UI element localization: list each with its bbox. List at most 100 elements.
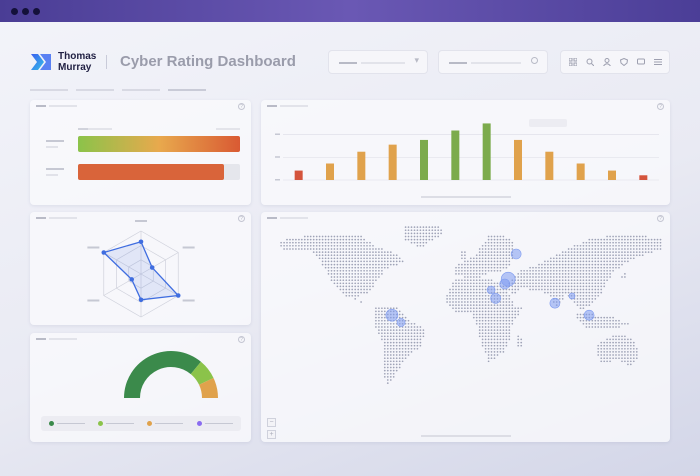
map-dot — [333, 248, 336, 250]
map-dot — [659, 248, 662, 250]
search-input[interactable] — [438, 50, 548, 74]
zoom-in-button[interactable]: + — [267, 430, 276, 439]
window-dot-close[interactable] — [11, 8, 18, 15]
help-icon[interactable]: ? — [238, 215, 245, 222]
map-dot — [487, 238, 490, 241]
chat-icon[interactable] — [637, 58, 645, 66]
map-dot — [632, 360, 635, 363]
map-dot — [499, 254, 502, 257]
map-dot — [609, 244, 611, 247]
map-dot — [594, 266, 597, 269]
map-dot — [624, 335, 626, 338]
map-dot — [472, 294, 475, 297]
map-dot — [603, 347, 606, 350]
map-dot — [532, 266, 534, 269]
map-dot — [499, 344, 502, 347]
map-dot — [481, 316, 484, 319]
user-icon[interactable] — [603, 58, 611, 66]
map-dot — [627, 254, 629, 257]
map-dot — [381, 254, 383, 257]
radar-point — [175, 293, 181, 298]
map-dot — [496, 354, 499, 356]
map-dot — [561, 294, 564, 297]
shield-icon[interactable] — [620, 58, 628, 66]
map-dot — [618, 338, 620, 341]
map-dot — [493, 241, 496, 244]
map-dot — [345, 294, 348, 297]
window-dot-minimize[interactable] — [22, 8, 29, 15]
map-dot — [508, 304, 511, 306]
menu-icon[interactable] — [654, 58, 662, 66]
world-dot-map[interactable] — [261, 212, 670, 442]
map-dot — [502, 257, 505, 260]
map-dot — [517, 307, 520, 310]
breadcrumb-item[interactable] — [76, 89, 114, 91]
map-dot — [375, 269, 377, 272]
map-dot — [582, 304, 585, 306]
map-dot — [383, 307, 386, 310]
map-dot — [606, 235, 608, 238]
map-dot — [333, 266, 336, 269]
breadcrumb-item[interactable] — [168, 89, 206, 91]
window-dot-maximize[interactable] — [33, 8, 40, 15]
map-dot — [333, 269, 336, 272]
map-dot — [541, 282, 543, 285]
map-dot — [348, 273, 351, 275]
map-dot — [404, 226, 407, 228]
map-dot — [508, 263, 511, 266]
map-dot — [464, 282, 466, 285]
map-dot — [410, 226, 413, 228]
rating-bar[interactable] — [78, 164, 224, 180]
chart-filter-chip[interactable] — [529, 119, 567, 127]
map-dot — [354, 238, 357, 241]
map-dot — [490, 266, 493, 269]
help-icon[interactable]: ? — [238, 103, 245, 110]
help-icon[interactable]: ? — [238, 336, 245, 343]
map-dot — [544, 288, 546, 291]
map-dot — [591, 298, 594, 300]
help-icon[interactable]: ? — [657, 215, 664, 222]
map-dot — [342, 269, 345, 272]
map-dot — [475, 263, 478, 266]
map-dot — [508, 329, 511, 331]
map-dot — [392, 347, 395, 350]
breadcrumb-item[interactable] — [122, 89, 160, 91]
map-dot — [464, 273, 466, 275]
map-dot — [615, 251, 617, 253]
map-dot — [597, 294, 600, 297]
map-dot — [606, 244, 608, 247]
map-dot — [484, 319, 487, 322]
world-map-card: ? − + — [261, 212, 670, 442]
map-dot — [306, 244, 309, 247]
map-dot — [348, 251, 351, 253]
map-dot — [603, 316, 606, 319]
search-icon[interactable] — [586, 58, 594, 66]
map-dot — [490, 241, 493, 244]
map-dot — [487, 332, 490, 335]
filter-dropdown[interactable]: ▾ — [328, 50, 428, 74]
map-dot — [576, 313, 579, 316]
help-icon[interactable]: ? — [657, 103, 664, 110]
scale-label-placeholder — [216, 128, 240, 130]
map-dot — [499, 338, 502, 341]
map-dot — [629, 360, 632, 363]
map-dot — [475, 304, 478, 306]
grid-icon[interactable] — [569, 58, 577, 66]
map-dot — [345, 257, 348, 260]
map-dot — [591, 263, 594, 266]
map-dot — [309, 235, 312, 238]
map-dot — [398, 335, 401, 338]
zoom-out-button[interactable]: − — [267, 418, 276, 427]
map-dot — [392, 357, 395, 360]
rating-bar[interactable] — [78, 136, 240, 152]
map-dot — [621, 254, 623, 257]
map-dot — [461, 298, 463, 300]
breadcrumb-item[interactable] — [30, 89, 68, 91]
dashboard-header: Thomas Murray Cyber Rating Dashboard ▾ — [0, 22, 700, 100]
map-dot — [505, 238, 508, 241]
map-dot — [523, 269, 525, 272]
map-dot — [478, 260, 481, 263]
map-dot — [289, 241, 291, 244]
map-dot — [461, 282, 463, 285]
map-dot — [594, 254, 597, 257]
